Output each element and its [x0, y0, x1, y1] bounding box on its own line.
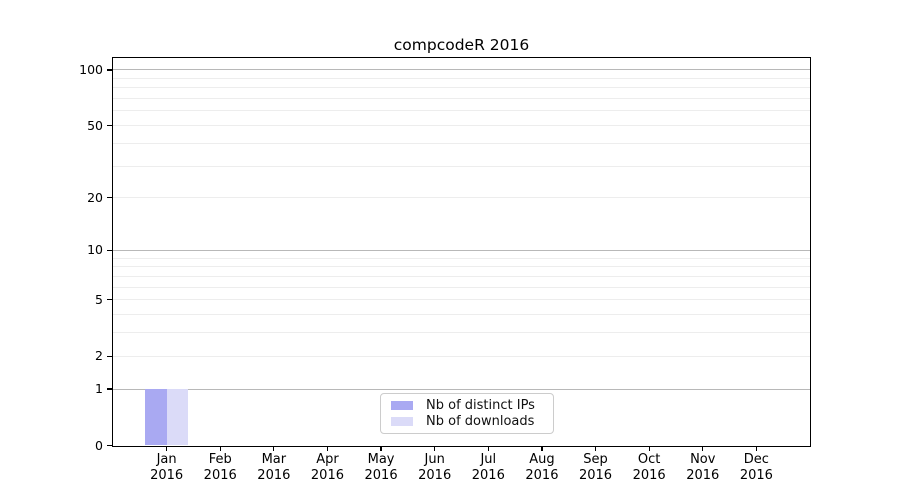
- x-tick-label: May 2016: [353, 452, 409, 483]
- x-tick-year: 2016: [578, 467, 613, 483]
- gridline-minor: [113, 165, 810, 167]
- gridline-minor: [113, 314, 810, 316]
- x-tick-label: Aug 2016: [514, 452, 570, 483]
- bar-distinct-ips: [145, 389, 167, 446]
- x-tick-label: Jan 2016: [139, 452, 195, 483]
- x-tick-month: May: [367, 452, 395, 467]
- gridline-minor: [113, 266, 810, 268]
- x-tick: [755, 445, 757, 451]
- gridline-major: [113, 388, 810, 390]
- gridline-minor: [113, 257, 810, 259]
- x-tick-label: Nov 2016: [675, 452, 731, 483]
- x-tick-label: Jun 2016: [407, 452, 463, 483]
- y-tick: [107, 299, 112, 301]
- x-tick: [380, 445, 382, 451]
- gridline-minor: [113, 355, 810, 357]
- legend-label-distinct-ips: Nb of distinct IPs: [426, 397, 535, 413]
- gridline-major: [113, 249, 810, 251]
- x-tick-month: Jun: [424, 452, 445, 467]
- x-tick: [594, 445, 597, 451]
- legend-item-downloads: Nb of downloads: [391, 414, 545, 429]
- y-tick-label: 20: [87, 189, 103, 205]
- y-tick: [107, 355, 112, 357]
- x-tick-label: Feb 2016: [192, 452, 248, 483]
- legend-swatch-downloads: [391, 417, 413, 427]
- y-tick-label: 2: [95, 348, 103, 364]
- y-tick-label: 5: [95, 291, 103, 307]
- x-tick-month: Oct: [637, 452, 661, 467]
- y-tick: [107, 388, 112, 390]
- y-tick: [107, 444, 112, 447]
- gridline-minor: [113, 332, 810, 334]
- gridline-minor: [113, 275, 810, 277]
- x-tick: [648, 445, 650, 451]
- x-tick: [434, 445, 436, 451]
- x-tick-year: 2016: [418, 467, 452, 483]
- x-tick-year: 2016: [686, 467, 720, 483]
- y-tick-label: 1: [95, 381, 103, 397]
- x-tick-year: 2016: [150, 467, 184, 483]
- y-tick: [107, 124, 112, 127]
- gridline-major: [113, 69, 810, 71]
- x-tick-year: 2016: [203, 467, 237, 483]
- x-tick-label: Dec 2016: [728, 452, 784, 483]
- y-tick-label: 100: [79, 61, 103, 77]
- gridline-minor: [113, 125, 810, 127]
- gridline-minor: [113, 197, 810, 199]
- x-tick-year: 2016: [632, 467, 666, 483]
- gridline-minor: [113, 98, 810, 100]
- gridline-minor: [113, 142, 810, 144]
- x-tick-year: 2016: [310, 467, 344, 483]
- x-tick: [166, 445, 168, 451]
- x-tick-month: Jul: [480, 452, 497, 467]
- plot-area: [112, 57, 811, 447]
- x-tick-month: Nov: [690, 452, 716, 467]
- legend-item-distinct-ips: Nb of distinct IPs: [391, 398, 545, 413]
- x-tick: [702, 445, 704, 451]
- legend-swatch-distinct-ips: [391, 400, 413, 410]
- x-tick-label: Sep 2016: [568, 452, 624, 483]
- x-tick-label: Oct 2016: [621, 452, 677, 483]
- y-tick: [107, 69, 112, 71]
- x-tick-year: 2016: [471, 467, 505, 483]
- y-tick-label: 10: [87, 242, 103, 258]
- x-tick-month: Aug: [529, 452, 555, 467]
- gridline-minor: [113, 87, 810, 89]
- x-tick: [273, 445, 275, 451]
- x-tick-label: Apr 2016: [299, 452, 355, 483]
- x-tick-label: Jul 2016: [460, 452, 516, 483]
- bar-downloads: [166, 389, 189, 446]
- x-tick: [541, 445, 543, 451]
- x-tick-month: Dec: [743, 452, 769, 467]
- x-tick: [487, 445, 489, 451]
- y-tick-label: 0: [95, 437, 103, 453]
- gridline-minor: [113, 299, 810, 301]
- gridline-minor: [113, 77, 810, 79]
- legend: Nb of distinct IPs Nb of downloads: [380, 393, 554, 434]
- x-tick-month: Jan: [156, 452, 177, 467]
- x-tick: [219, 445, 221, 451]
- legend-label-downloads: Nb of downloads: [426, 414, 535, 430]
- x-tick-year: 2016: [739, 467, 773, 483]
- y-tick: [107, 249, 112, 251]
- gridline-minor: [113, 110, 810, 112]
- x-tick-month: Mar: [261, 452, 287, 467]
- x-tick-year: 2016: [257, 467, 291, 483]
- y-tick: [107, 197, 112, 199]
- x-tick-year: 2016: [364, 467, 398, 483]
- x-tick-month: Apr: [316, 452, 339, 467]
- x-tick-month: Sep: [583, 452, 608, 467]
- chart-title: compcodeR 2016: [393, 36, 530, 54]
- x-tick: [326, 445, 329, 451]
- y-tick-label: 50: [87, 117, 103, 133]
- gridline-minor: [113, 286, 810, 288]
- x-tick-label: Mar 2016: [246, 452, 302, 483]
- x-tick-year: 2016: [525, 467, 559, 483]
- x-tick-month: Feb: [208, 452, 232, 467]
